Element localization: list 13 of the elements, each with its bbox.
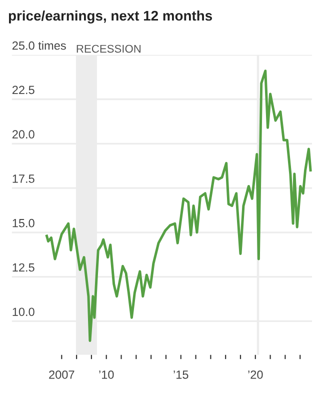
y-tick-label: 15.0 <box>12 218 34 228</box>
x-tick-label: ’10 <box>99 370 114 379</box>
x-tick-label: ’15 <box>174 370 188 379</box>
y-tick-label: 22.5 <box>12 86 34 94</box>
x-tick-label: ’20 <box>248 370 263 379</box>
y-tick-label: 17.5 <box>12 174 34 183</box>
chart-title: price/earnings, next 12 months <box>8 10 212 24</box>
y-tick-label: 12.5 <box>12 263 34 272</box>
y-tick-label: 20.0 <box>12 130 34 139</box>
x-tick-label: 2007 <box>49 370 74 379</box>
y-tick-label: 25.0 times <box>12 41 66 50</box>
y-tick-label: 10.0 <box>12 308 34 316</box>
band-label: RECESSION <box>76 44 140 53</box>
